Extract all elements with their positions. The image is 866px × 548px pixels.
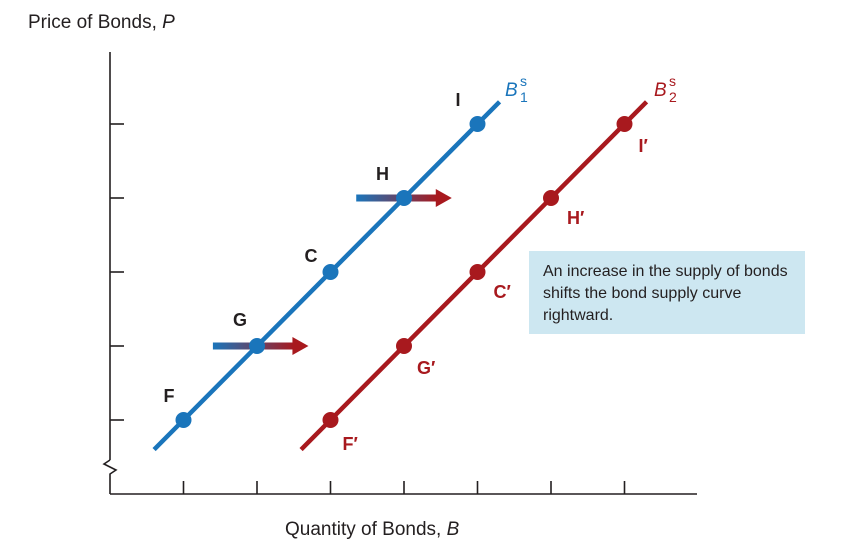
x-axis-title: Quantity of Bonds, B bbox=[285, 519, 460, 540]
curve-label-1: B bbox=[505, 80, 518, 101]
point-I bbox=[469, 116, 486, 132]
point-label-F′: F′ bbox=[343, 434, 358, 454]
point-label-I′: I′ bbox=[639, 136, 648, 156]
point-C bbox=[322, 264, 339, 280]
point-F′ bbox=[322, 412, 339, 428]
point-label-F: F bbox=[164, 386, 175, 406]
point-G bbox=[249, 338, 265, 354]
annotation-box: An increase in the supply of bonds shift… bbox=[529, 251, 805, 334]
curve-label-sub-2: 2 bbox=[669, 89, 677, 105]
point-G′ bbox=[396, 338, 412, 354]
curve-label-sup-1: s bbox=[520, 73, 527, 89]
shift-arrow-head-1 bbox=[292, 337, 309, 355]
point-H bbox=[396, 190, 412, 206]
axes bbox=[102, 52, 697, 495]
point-H′ bbox=[543, 190, 559, 206]
annotation-text: An increase in the supply of bonds shift… bbox=[543, 263, 788, 324]
point-I′ bbox=[616, 116, 633, 132]
point-label-C: C bbox=[305, 246, 318, 266]
point-label-H′: H′ bbox=[567, 208, 584, 228]
point-label-I: I bbox=[456, 90, 461, 110]
point-label-H: H bbox=[376, 164, 389, 184]
curve-label-sup-2: s bbox=[669, 73, 676, 89]
curve-label-2: B bbox=[654, 80, 667, 101]
point-C′ bbox=[469, 264, 486, 280]
curve-label-sub-1: 1 bbox=[520, 89, 528, 105]
point-F bbox=[175, 412, 192, 428]
data-points: F G C H I F′ G′ C′ H′ I′ bbox=[164, 90, 648, 454]
point-label-C′: C′ bbox=[494, 282, 511, 302]
shift-arrow-head-2 bbox=[435, 189, 452, 207]
point-label-G: G bbox=[233, 310, 247, 330]
y-axis-break bbox=[102, 459, 118, 494]
point-label-G′: G′ bbox=[417, 358, 435, 378]
y-axis-title: Price of Bonds, P bbox=[28, 12, 175, 33]
